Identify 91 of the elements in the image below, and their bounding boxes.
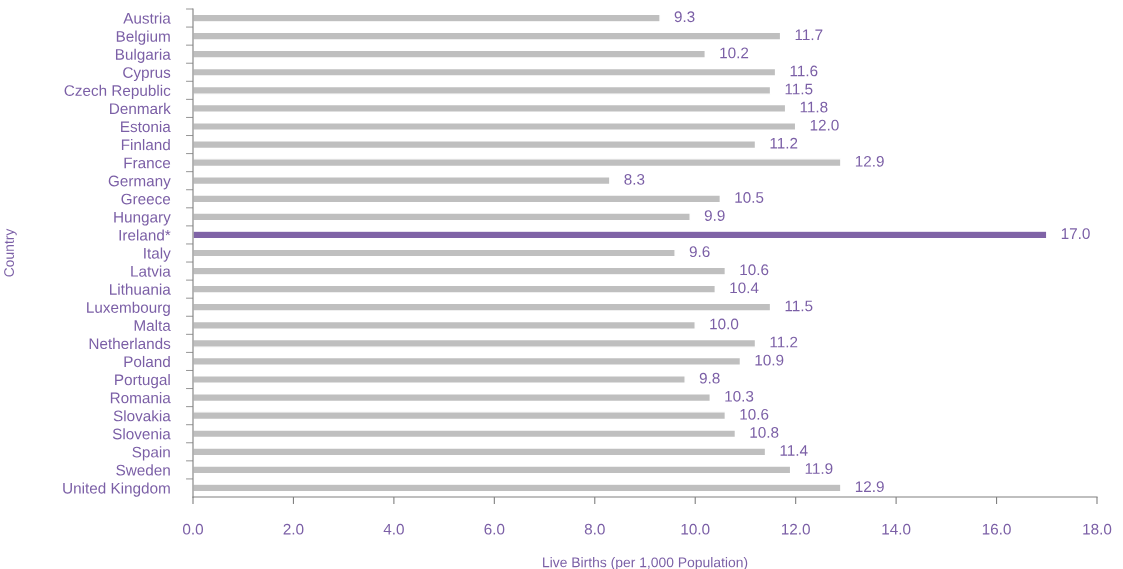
data-label: 11.5: [785, 300, 813, 312]
data-label: 10.8: [750, 427, 779, 438]
y-tick-label: Cyprus: [123, 67, 171, 81]
y-tick-label: Italy: [144, 247, 171, 262]
x-tick-label: 0.0: [182, 523, 204, 535]
x-tick-label: 4.0: [383, 523, 404, 535]
data-label: 17.0: [1061, 228, 1090, 240]
y-tick-label: Germany: [108, 175, 171, 190]
x-tick-label: 14.0: [882, 523, 911, 535]
bar: [193, 302, 772, 312]
bar: [193, 320, 696, 330]
data-label: 11.4: [780, 445, 808, 456]
data-label: 12.9: [855, 481, 884, 493]
y-tick-label: Denmark: [110, 102, 171, 115]
y-tick-label: Czech Republic: [64, 84, 171, 100]
x-tick-label: 8.0: [584, 523, 605, 535]
y-tick-label: Belgium: [116, 30, 170, 45]
data-label: 9.9: [704, 210, 725, 221]
data-label: 9.6: [689, 246, 710, 258]
bar: [193, 31, 782, 41]
data-label: 12.0: [810, 119, 839, 131]
data-label: 11.7: [795, 29, 823, 41]
data-label: 11.8: [800, 101, 828, 113]
x-tick-label: 6.0: [484, 523, 505, 535]
y-tick-label: Estonia: [121, 120, 171, 133]
y-tick-label: Lithuania: [110, 283, 171, 295]
data-label: 10.4: [730, 282, 759, 294]
data-label: 10.6: [740, 264, 769, 276]
bar: [193, 103, 787, 113]
bar: [193, 67, 777, 77]
data-label: 11.6: [790, 65, 818, 77]
y-tick-label: United Kingdom: [63, 482, 170, 497]
y-tick-label: Ireland*: [119, 229, 171, 241]
bar: [193, 13, 661, 23]
x-tick-label: 18.0: [1083, 523, 1112, 535]
y-tick-label: Spain: [132, 446, 170, 461]
y-tick-label: France: [124, 157, 171, 169]
y-tick-label: Latvia: [131, 265, 171, 277]
x-tick-label: 10.0: [681, 523, 710, 535]
bar: [193, 284, 717, 294]
data-label: 9.8: [699, 372, 720, 384]
bar: [193, 49, 706, 59]
bar: [193, 375, 686, 385]
bar: [193, 338, 757, 348]
data-label: 10.9: [755, 354, 784, 366]
data-label: 10.6: [740, 408, 769, 420]
data-label: 10.5: [735, 192, 764, 203]
y-tick-label: Poland: [124, 355, 170, 368]
bar: [193, 356, 742, 366]
y-tick-label: Malta: [134, 319, 171, 331]
bar: [193, 465, 792, 475]
data-label: 8.3: [624, 173, 645, 185]
bar: [193, 447, 767, 457]
data-label: 11.5: [785, 83, 813, 95]
data-label: 11.9: [805, 463, 833, 474]
y-tick-label: Romania: [110, 392, 171, 404]
data-label: 12.9: [855, 155, 884, 167]
bar: [193, 85, 772, 95]
x-tick-label: 16.0: [982, 523, 1011, 535]
bar: [193, 194, 722, 204]
y-tick-label: Sweden: [116, 464, 170, 476]
bar: [193, 411, 727, 421]
bar: [193, 176, 611, 186]
x-tick-label: 12.0: [781, 523, 810, 535]
bar: [193, 230, 1048, 240]
data-label: 10.0: [710, 318, 739, 330]
data-label: 9.3: [674, 11, 695, 23]
y-tick-label: Portugal: [115, 373, 170, 389]
y-tick-label: Slovenia: [112, 428, 171, 440]
bar: [193, 158, 842, 168]
y-axis-title: Country: [4, 228, 17, 277]
data-label: 10.3: [725, 390, 754, 402]
data-label: 10.2: [720, 47, 749, 59]
y-tick-label: Greece: [121, 193, 171, 205]
y-tick-label: Netherlands: [89, 337, 171, 350]
y-tick-label: Slovakia: [113, 410, 171, 422]
y-tick-label: Finland: [121, 139, 170, 151]
x-tick-label: 2.0: [283, 523, 304, 535]
bar: [193, 140, 757, 150]
y-tick-label: Luxembourg: [87, 301, 170, 316]
bar: [193, 483, 842, 493]
data-label: 11.2: [770, 336, 798, 348]
data-label: 11.2: [770, 137, 798, 149]
bar: [193, 121, 797, 131]
bar: [193, 429, 737, 439]
bar: [193, 212, 691, 222]
y-tick-label: Austria: [123, 12, 171, 24]
y-tick-label: Bulgaria: [115, 48, 171, 63]
bar: [193, 266, 727, 276]
bar: [193, 393, 711, 403]
y-tick-label: Hungary: [114, 211, 171, 226]
